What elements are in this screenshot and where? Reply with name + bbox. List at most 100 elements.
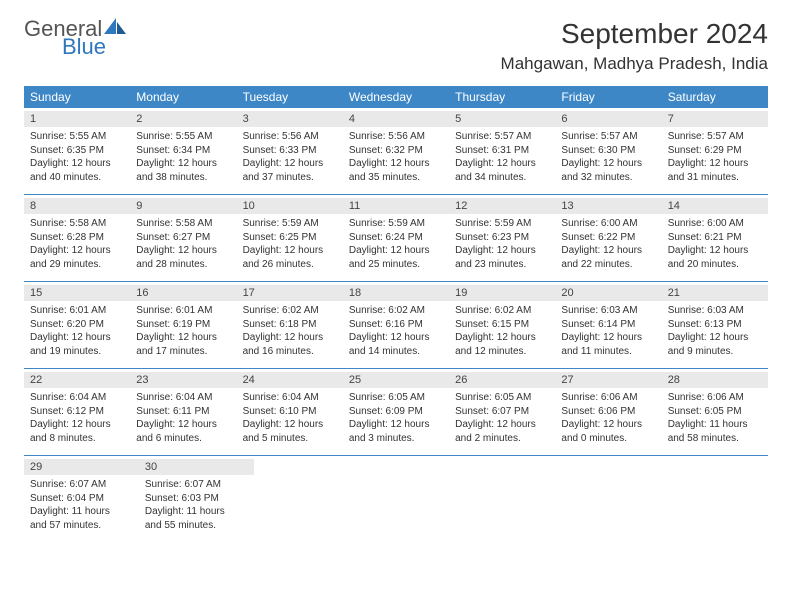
sunset-text: Sunset: 6:28 PM xyxy=(30,231,124,245)
daylight-text-1: Daylight: 12 hours xyxy=(243,331,337,345)
day-details: Sunrise: 6:00 AMSunset: 6:22 PMDaylight:… xyxy=(561,217,655,271)
empty-cell xyxy=(459,456,562,542)
sunrise-text: Sunrise: 6:05 AM xyxy=(455,391,549,405)
day-number: 13 xyxy=(555,198,661,214)
sunset-text: Sunset: 6:33 PM xyxy=(243,144,337,158)
day-header-wed: Wednesday xyxy=(343,86,449,108)
sunset-text: Sunset: 6:31 PM xyxy=(455,144,549,158)
day-cell: 5 Sunrise: 5:57 AMSunset: 6:31 PMDaylight… xyxy=(449,108,555,194)
daylight-text-2: and 28 minutes. xyxy=(136,258,230,272)
sunrise-text: Sunrise: 6:04 AM xyxy=(136,391,230,405)
sunrise-text: Sunrise: 5:55 AM xyxy=(30,130,124,144)
day-cell: 26Sunrise: 6:05 AMSunset: 6:07 PMDayligh… xyxy=(449,369,555,455)
sunrise-text: Sunrise: 5:59 AM xyxy=(243,217,337,231)
day-details: Sunrise: 5:56 AMSunset: 6:32 PMDaylight:… xyxy=(349,130,443,184)
daylight-text-1: Daylight: 12 hours xyxy=(455,157,549,171)
page-title: September 2024 xyxy=(501,18,768,50)
daylight-text-1: Daylight: 12 hours xyxy=(349,331,443,345)
sunset-text: Sunset: 6:25 PM xyxy=(243,231,337,245)
day-cell: 4 Sunrise: 5:56 AMSunset: 6:32 PMDaylight… xyxy=(343,108,449,194)
day-number: 6 xyxy=(555,111,661,127)
day-number: 5 xyxy=(449,111,555,127)
sunset-text: Sunset: 6:03 PM xyxy=(145,492,248,506)
sunrise-text: Sunrise: 6:01 AM xyxy=(136,304,230,318)
day-details: Sunrise: 5:55 AMSunset: 6:34 PMDaylight:… xyxy=(136,130,230,184)
daylight-text-1: Daylight: 12 hours xyxy=(561,244,655,258)
sunrise-text: Sunrise: 6:02 AM xyxy=(243,304,337,318)
daylight-text-1: Daylight: 12 hours xyxy=(349,157,443,171)
daylight-text-2: and 20 minutes. xyxy=(668,258,762,272)
daylight-text-1: Daylight: 12 hours xyxy=(136,418,230,432)
daylight-text-2: and 5 minutes. xyxy=(243,432,337,446)
week-row: 22Sunrise: 6:04 AMSunset: 6:12 PMDayligh… xyxy=(24,369,768,456)
sunrise-text: Sunrise: 5:58 AM xyxy=(136,217,230,231)
logo-text-blue: Blue xyxy=(62,36,126,58)
daylight-text-1: Daylight: 12 hours xyxy=(136,331,230,345)
day-cell: 19Sunrise: 6:02 AMSunset: 6:15 PMDayligh… xyxy=(449,282,555,368)
daylight-text-2: and 35 minutes. xyxy=(349,171,443,185)
daylight-text-1: Daylight: 12 hours xyxy=(136,157,230,171)
empty-cell xyxy=(665,456,768,542)
daylight-text-2: and 26 minutes. xyxy=(243,258,337,272)
daylight-text-1: Daylight: 12 hours xyxy=(668,331,762,345)
logo: General Blue xyxy=(24,18,126,58)
day-cell: 2 Sunrise: 5:55 AMSunset: 6:34 PMDaylight… xyxy=(130,108,236,194)
day-details: Sunrise: 6:02 AMSunset: 6:16 PMDaylight:… xyxy=(349,304,443,358)
day-cell: 27Sunrise: 6:06 AMSunset: 6:06 PMDayligh… xyxy=(555,369,661,455)
day-details: Sunrise: 5:59 AMSunset: 6:23 PMDaylight:… xyxy=(455,217,549,271)
sunrise-text: Sunrise: 6:04 AM xyxy=(243,391,337,405)
sunrise-text: Sunrise: 5:57 AM xyxy=(561,130,655,144)
day-details: Sunrise: 5:57 AMSunset: 6:31 PMDaylight:… xyxy=(455,130,549,184)
day-number: 10 xyxy=(237,198,343,214)
location-text: Mahgawan, Madhya Pradesh, India xyxy=(501,54,768,74)
week-row: 1Sunrise: 5:55 AMSunset: 6:35 PMDaylight… xyxy=(24,108,768,195)
day-number: 1 xyxy=(24,111,130,127)
sunrise-text: Sunrise: 5:59 AM xyxy=(455,217,549,231)
daylight-text-2: and 6 minutes. xyxy=(136,432,230,446)
sunset-text: Sunset: 6:35 PM xyxy=(30,144,124,158)
daylight-text-2: and 11 minutes. xyxy=(561,345,655,359)
day-number: 30 xyxy=(139,459,254,475)
day-number: 4 xyxy=(343,111,449,127)
day-number: 7 xyxy=(662,111,768,127)
day-cell: 22Sunrise: 6:04 AMSunset: 6:12 PMDayligh… xyxy=(24,369,130,455)
daylight-text-1: Daylight: 12 hours xyxy=(243,244,337,258)
sunset-text: Sunset: 6:23 PM xyxy=(455,231,549,245)
sunrise-text: Sunrise: 5:57 AM xyxy=(455,130,549,144)
daylight-text-2: and 34 minutes. xyxy=(455,171,549,185)
day-cell: 17Sunrise: 6:02 AMSunset: 6:18 PMDayligh… xyxy=(237,282,343,368)
sunset-text: Sunset: 6:20 PM xyxy=(30,318,124,332)
day-cell: 6Sunrise: 5:57 AMSunset: 6:30 PMDaylight… xyxy=(555,108,661,194)
daylight-text-2: and 0 minutes. xyxy=(561,432,655,446)
day-header-thu: Thursday xyxy=(449,86,555,108)
daylight-text-1: Daylight: 12 hours xyxy=(349,418,443,432)
daylight-text-1: Daylight: 12 hours xyxy=(455,244,549,258)
day-cell: 9Sunrise: 5:58 AMSunset: 6:27 PMDaylight… xyxy=(130,195,236,281)
day-cell: 25Sunrise: 6:05 AMSunset: 6:09 PMDayligh… xyxy=(343,369,449,455)
daylight-text-1: Daylight: 12 hours xyxy=(561,157,655,171)
sunrise-text: Sunrise: 5:55 AM xyxy=(136,130,230,144)
sunrise-text: Sunrise: 6:02 AM xyxy=(349,304,443,318)
day-number: 29 xyxy=(24,459,139,475)
day-cell: 3Sunrise: 5:56 AMSunset: 6:33 PMDaylight… xyxy=(237,108,343,194)
sunrise-text: Sunrise: 5:56 AM xyxy=(243,130,337,144)
sunset-text: Sunset: 6:29 PM xyxy=(668,144,762,158)
sunrise-text: Sunrise: 6:06 AM xyxy=(561,391,655,405)
sunrise-text: Sunrise: 6:07 AM xyxy=(145,478,248,492)
sunrise-text: Sunrise: 6:03 AM xyxy=(561,304,655,318)
empty-cell xyxy=(254,456,357,542)
daylight-text-2: and 22 minutes. xyxy=(561,258,655,272)
sunrise-text: Sunrise: 5:56 AM xyxy=(349,130,443,144)
day-cell: 20Sunrise: 6:03 AMSunset: 6:14 PMDayligh… xyxy=(555,282,661,368)
day-number: 2 xyxy=(130,111,236,127)
day-details: Sunrise: 5:57 AMSunset: 6:29 PMDaylight:… xyxy=(668,130,762,184)
day-number: 15 xyxy=(24,285,130,301)
daylight-text-1: Daylight: 11 hours xyxy=(30,505,133,519)
daylight-text-2: and 9 minutes. xyxy=(668,345,762,359)
day-cell: 23Sunrise: 6:04 AMSunset: 6:11 PMDayligh… xyxy=(130,369,236,455)
daylight-text-2: and 12 minutes. xyxy=(455,345,549,359)
daylight-text-1: Daylight: 12 hours xyxy=(30,244,124,258)
sunset-text: Sunset: 6:07 PM xyxy=(455,405,549,419)
day-cell: 16Sunrise: 6:01 AMSunset: 6:19 PMDayligh… xyxy=(130,282,236,368)
daylight-text-1: Daylight: 12 hours xyxy=(668,157,762,171)
